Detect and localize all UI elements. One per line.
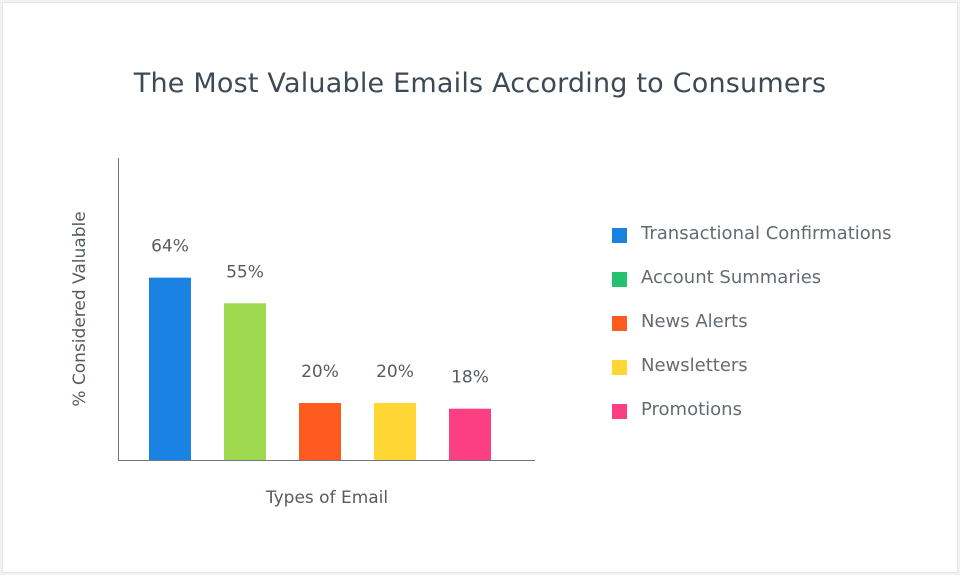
bar-value-label-1: 55% [226,262,264,282]
bars-group [149,277,491,460]
bar-value-label-0: 64% [151,237,189,257]
legend-label-1: Account Summaries [641,267,822,288]
legend-swatch-1 [612,272,627,287]
legend-swatch-3 [612,360,627,375]
bar-labels-group: 64% 55% 20% 20% 18% [151,237,489,388]
legend-label-0: Transactional Confirmations [641,223,892,244]
bar-value-label-2: 20% [301,362,339,382]
bar-value-label-4: 18% [451,368,489,388]
legend-swatch-4 [612,404,627,419]
bar-value-label-3: 20% [376,362,414,382]
bar-1 [224,303,266,460]
legend-label-4: Promotions [641,399,742,420]
legend: Transactional Confirmations Account Summa… [612,217,892,437]
x-axis-label: Types of Email [265,488,388,508]
bar-0 [149,277,191,460]
bar-4 [449,408,491,460]
chart-title: The Most Valuable Emails According to Co… [133,68,827,99]
legend-label-3: Newsletters [641,355,748,376]
legend-item-2: News Alerts [612,305,892,349]
legend-item-1: Account Summaries [612,261,892,305]
legend-swatch-0 [612,228,627,243]
legend-label-2: News Alerts [641,311,748,332]
y-axis-label: % Considered Valuable [70,211,90,406]
bar-2 [299,403,341,460]
legend-item-4: Promotions [612,393,892,437]
legend-item-3: Newsletters [612,349,892,393]
legend-swatch-2 [612,316,627,331]
bar-3 [374,403,416,460]
legend-item-0: Transactional Confirmations [612,217,892,261]
